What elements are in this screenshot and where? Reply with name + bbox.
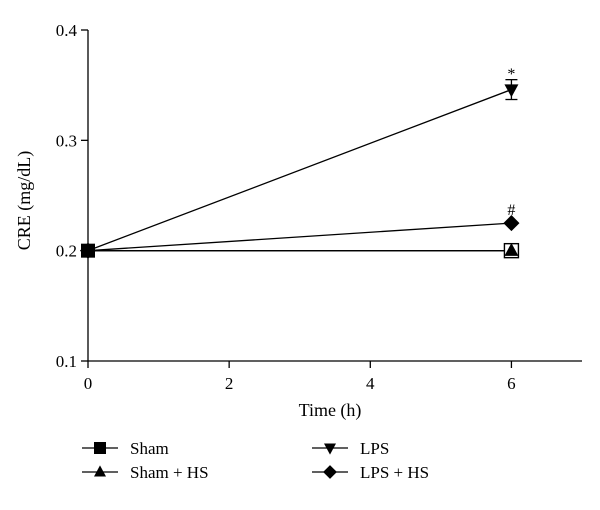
x-axis-title: Time (h) bbox=[299, 400, 362, 421]
x-tick-label: 2 bbox=[225, 374, 234, 393]
significance-marker: * bbox=[507, 66, 515, 83]
data-point bbox=[504, 242, 519, 256]
axes bbox=[87, 30, 582, 362]
legend-label: LPS bbox=[360, 439, 389, 458]
legend: Sham Sham + HS LPS LPS + HS bbox=[82, 439, 429, 482]
series-markers bbox=[79, 79, 520, 259]
legend-item: LPS + HS bbox=[312, 463, 429, 482]
y-ticks: 0.1 0.2 0.3 0.4 bbox=[56, 21, 88, 371]
legend-marker bbox=[94, 465, 106, 477]
x-tick-label: 6 bbox=[507, 374, 516, 393]
legend-marker bbox=[323, 465, 337, 479]
significance-marker: # bbox=[507, 202, 515, 219]
legend-item: Sham bbox=[82, 439, 169, 458]
legend-label: Sham bbox=[130, 439, 169, 458]
legend-item: Sham + HS bbox=[82, 463, 209, 482]
annotations: *# bbox=[507, 66, 515, 219]
x-ticks: 0 2 4 6 bbox=[84, 361, 516, 393]
data-point bbox=[503, 215, 520, 232]
series-line bbox=[87, 88, 512, 252]
x-tick-label: 0 bbox=[84, 374, 93, 393]
legend-label: LPS + HS bbox=[360, 463, 429, 482]
legend-label: Sham + HS bbox=[130, 463, 209, 482]
y-tick-label: 0.2 bbox=[56, 242, 77, 261]
y-tick-label: 0.3 bbox=[56, 131, 77, 150]
series-lines bbox=[87, 88, 512, 252]
legend-marker bbox=[324, 443, 336, 455]
legend-marker bbox=[94, 442, 106, 454]
y-tick-label: 0.1 bbox=[56, 352, 77, 371]
legend-item: LPS bbox=[312, 439, 389, 458]
y-tick-label: 0.4 bbox=[56, 21, 78, 40]
x-tick-label: 4 bbox=[366, 374, 375, 393]
data-point bbox=[504, 84, 519, 98]
y-axis-title: CRE (mg/dL) bbox=[14, 151, 35, 251]
series-line bbox=[87, 222, 512, 252]
data-point bbox=[79, 242, 97, 259]
